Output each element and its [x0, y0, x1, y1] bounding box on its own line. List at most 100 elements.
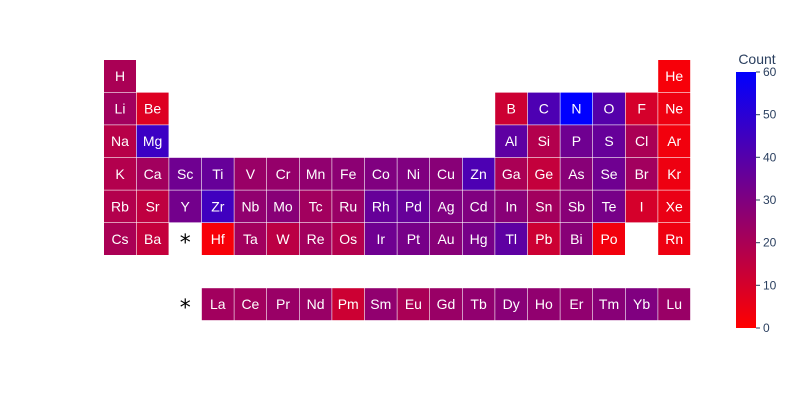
heatmap-cell	[560, 190, 593, 223]
heatmap-cell	[462, 190, 495, 223]
cell-label: Yb	[633, 296, 650, 312]
heatmap-cell	[201, 157, 234, 190]
cell-label: Lu	[666, 296, 682, 312]
heatmap-cell	[625, 190, 658, 223]
cell-label: La	[210, 296, 226, 312]
element-cell-fe: Fe	[332, 157, 365, 190]
cell-label: In	[505, 198, 517, 214]
cell-label: Ar	[667, 133, 681, 149]
cell-label: Ag	[437, 198, 454, 214]
element-cell-ga: Ga	[495, 157, 528, 190]
colorbar-tick-label: 0	[763, 321, 770, 335]
cell-label: Fe	[340, 166, 357, 182]
heatmap-cell	[267, 288, 299, 321]
element-cell-p: P	[560, 125, 593, 158]
cell-label: Tc	[309, 198, 323, 214]
cell-label: Cu	[437, 166, 455, 182]
element-cell-hg: Hg	[462, 223, 495, 255]
cell-label: V	[246, 166, 256, 182]
element-cell-o: O	[593, 92, 625, 125]
heatmap-cell	[332, 223, 365, 255]
cell-label: Cl	[635, 133, 648, 149]
cell-label: Cs	[111, 231, 128, 247]
cell-label: Ba	[144, 231, 161, 247]
cell-label: Na	[111, 133, 129, 149]
heatmap-cell	[430, 223, 462, 255]
cell-label: Pd	[405, 198, 422, 214]
element-cell-w: W	[267, 223, 299, 255]
element-cell-tm: Tm	[593, 288, 625, 321]
colorbar-ticks: 0 10 20 30 40 50 60	[756, 65, 777, 335]
element-cell-sb: Sb	[560, 190, 593, 223]
cell-label: Be	[144, 101, 161, 117]
heatmap-cell	[234, 190, 267, 223]
cell-label: Te	[602, 198, 617, 214]
element-cell-ce: Ce	[234, 288, 267, 321]
element-cell-au: Au	[430, 223, 462, 255]
element-cell-v: V	[234, 157, 267, 190]
element-cell-pb: Pb	[527, 223, 560, 255]
element-cell-c: C	[527, 92, 560, 125]
cell-label: Mg	[143, 133, 162, 149]
cell-label: Al	[505, 133, 517, 149]
cell-label: Kr	[667, 166, 681, 182]
element-cell-eu: Eu	[397, 288, 430, 321]
element-cell-sr: Sr	[136, 190, 169, 223]
heatmap-cell	[136, 125, 169, 158]
element-cell-be: Be	[136, 92, 169, 125]
heatmap-cell	[332, 190, 365, 223]
element-cell-s: S	[593, 125, 625, 158]
heatmap-cell	[201, 288, 234, 321]
heatmap-cell	[267, 223, 299, 255]
element-cell-xe: Xe	[658, 190, 691, 223]
heatmap-cell	[593, 157, 625, 190]
cell-label: Pr	[276, 296, 290, 312]
heatmap-cell	[495, 190, 528, 223]
colorbar-gradient	[736, 72, 756, 328]
element-cell-mg: Mg	[136, 125, 169, 158]
cell-label: Sr	[146, 198, 160, 214]
cell-label: Tb	[470, 296, 487, 312]
heatmap-cell	[397, 157, 430, 190]
cell-label: Sn	[535, 198, 552, 214]
heatmap-cell	[593, 92, 625, 125]
cell-label: Se	[600, 166, 617, 182]
element-cell-gd: Gd	[430, 288, 462, 321]
heatmap-cell	[397, 288, 430, 321]
element-cell-cd: Cd	[462, 190, 495, 223]
element-cell-se: Se	[593, 157, 625, 190]
cell-label: C	[539, 101, 549, 117]
element-cell-ar: Ar	[658, 125, 691, 158]
element-cell-cs: Cs	[104, 223, 136, 255]
heatmap-cell	[234, 223, 267, 255]
heatmap-cell	[658, 157, 691, 190]
element-cell-b: B	[495, 92, 528, 125]
element-cell-ho: Ho	[527, 288, 560, 321]
heatmap-cell	[625, 157, 658, 190]
heatmap-cell	[560, 223, 593, 255]
heatmap-cell	[527, 92, 560, 125]
heatmap-cell	[104, 157, 136, 190]
colorbar-tick-label: 20	[763, 236, 777, 250]
heatmap-cell	[364, 190, 397, 223]
cell-label: Hf	[211, 231, 225, 247]
element-cell-os: Os	[332, 223, 365, 255]
element-cell-cr: Cr	[267, 157, 299, 190]
element-cell-re: Re	[299, 223, 332, 255]
colorbar: Count 0 10 20 30 40 50 60	[736, 51, 777, 335]
element-cell-te: Te	[593, 190, 625, 223]
element-cell-ru: Ru	[332, 190, 365, 223]
heatmap-cell	[104, 125, 136, 158]
heatmap-cell	[527, 157, 560, 190]
heatmap-cell	[136, 190, 169, 223]
cell-label: B	[507, 101, 516, 117]
cell-label: Nb	[241, 198, 259, 214]
cell-label: Ru	[339, 198, 357, 214]
heatmap-cell	[560, 125, 593, 158]
element-cell-as: As	[560, 157, 593, 190]
element-cell-cu: Cu	[430, 157, 462, 190]
cell-label: As	[568, 166, 584, 182]
cell-label: Nd	[307, 296, 325, 312]
heatmap-cell	[104, 60, 136, 92]
